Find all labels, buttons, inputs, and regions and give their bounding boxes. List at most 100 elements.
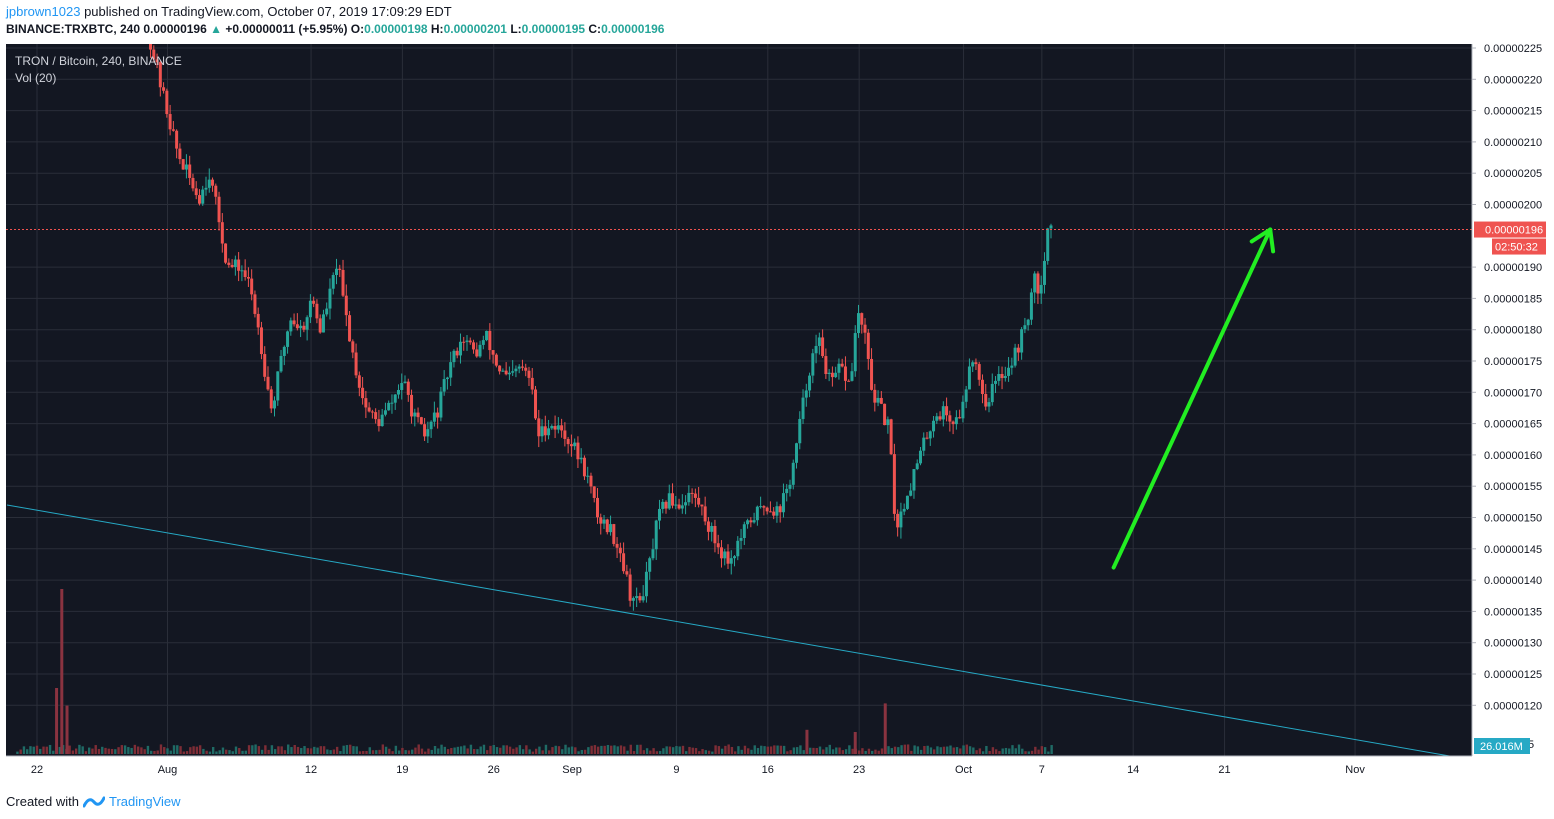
candle-body <box>622 553 626 572</box>
volume-bar <box>541 750 544 754</box>
price-tick-label: 0.00000135 <box>1484 606 1542 618</box>
candle-body <box>713 525 717 544</box>
candle-body <box>582 457 586 477</box>
candle-body <box>410 394 414 417</box>
volume-bar <box>417 744 420 754</box>
volume-bar <box>1008 748 1011 754</box>
candle-body <box>217 196 221 223</box>
volume-bar <box>247 745 251 754</box>
volume-bar <box>838 747 841 754</box>
candle-body <box>511 371 515 373</box>
candle-body <box>390 402 394 404</box>
candle-body <box>472 342 476 350</box>
trendline[interactable] <box>6 504 1486 763</box>
volume-bar <box>760 745 763 754</box>
candle-body <box>837 363 841 373</box>
volume-bar <box>580 749 584 754</box>
candle-body <box>723 551 727 559</box>
volume-bar <box>727 744 730 754</box>
volume-bar <box>861 748 864 754</box>
candle-body <box>181 159 185 170</box>
candle-body <box>974 362 978 365</box>
volume-bar <box>499 747 502 754</box>
candle-body <box>1003 375 1007 379</box>
publish-info: jpbrown1023 published on TradingView.com… <box>6 4 452 19</box>
price-chart[interactable]: 22 Aug 12 19 26 Sep 9 16 23 Oct 7 14 21 Nov 0.0000022… <box>6 44 1548 782</box>
candle-body <box>556 425 560 430</box>
candle-body <box>537 418 541 437</box>
price-tick-label: 0.00000215 <box>1484 106 1542 118</box>
volume-bar <box>521 749 525 754</box>
candle-body <box>706 521 710 532</box>
green-arrow[interactable] <box>1111 227 1276 570</box>
volume-bar <box>512 748 515 754</box>
candle-body <box>922 437 926 451</box>
candle-body <box>165 90 169 115</box>
candle-body <box>778 506 782 513</box>
volume-bar <box>897 747 900 754</box>
candle-body <box>445 377 449 380</box>
volume-bar <box>225 749 228 754</box>
volume-bar <box>818 746 822 754</box>
candle-body <box>935 416 939 421</box>
candle-body <box>896 513 900 528</box>
candle-body <box>305 317 309 330</box>
volume-bar <box>694 748 698 754</box>
volume-bar <box>916 746 920 754</box>
volume-bar <box>975 750 978 754</box>
candle-body <box>491 350 495 355</box>
price-tick-label: 0.00000145 <box>1484 544 1542 556</box>
candle-body <box>282 346 286 356</box>
candle-body <box>475 349 479 357</box>
tradingview-brand[interactable]: TradingView <box>108 794 181 809</box>
candle-body <box>279 355 283 372</box>
candle-body <box>742 524 746 538</box>
volume-bar <box>720 748 724 754</box>
candle-body <box>892 454 896 514</box>
volume-bar <box>629 744 632 754</box>
candle-body <box>739 537 743 541</box>
volume-bar <box>394 745 398 754</box>
author-link[interactable]: jpbrown1023 <box>6 4 81 19</box>
volume-bar <box>782 745 786 754</box>
volume-spike-bar <box>60 589 64 754</box>
candle-body <box>534 389 538 419</box>
volume-bar <box>316 747 319 754</box>
candle-body <box>680 505 684 509</box>
volume-bar <box>610 745 613 754</box>
candle-body <box>997 373 1001 381</box>
volume-bar <box>476 749 479 754</box>
volume-bar <box>662 748 665 754</box>
volume-bar <box>234 746 238 754</box>
candle-body <box>726 551 730 564</box>
candle-body <box>1016 347 1020 353</box>
volume-bar <box>789 750 792 754</box>
candle-body <box>230 264 234 267</box>
price-axis-ticks <box>1472 47 1476 706</box>
price-axis-panel[interactable] <box>1472 44 1548 782</box>
candle-body <box>155 59 159 63</box>
volume-bar <box>848 745 851 754</box>
candle-body <box>1007 367 1011 376</box>
volume-bar <box>864 750 867 754</box>
high-value: 0.00000201 <box>443 22 507 36</box>
current-price-tag-text: 0.00000196 <box>1485 225 1543 237</box>
candle-body <box>501 370 505 372</box>
volume-bar <box>779 745 783 754</box>
candle-body <box>207 179 211 188</box>
volume-tag <box>1474 738 1530 754</box>
volume-bar <box>587 747 590 754</box>
volume-bar <box>714 745 717 754</box>
volume-bar <box>166 748 169 754</box>
candle-body <box>592 486 596 498</box>
time-axis-panel[interactable] <box>6 756 1548 782</box>
symbol-ohlc-bar: BINANCE:TRXBTC, 240 0.00000196 ▲ +0.0000… <box>6 22 664 36</box>
candle-body <box>635 596 639 599</box>
volume-bar <box>632 751 636 754</box>
candle-body <box>785 488 789 494</box>
candle-body <box>954 417 958 425</box>
volume-bar <box>352 746 355 754</box>
candle-body <box>899 511 903 528</box>
candle-body <box>354 352 358 376</box>
volume-bar <box>763 746 766 754</box>
